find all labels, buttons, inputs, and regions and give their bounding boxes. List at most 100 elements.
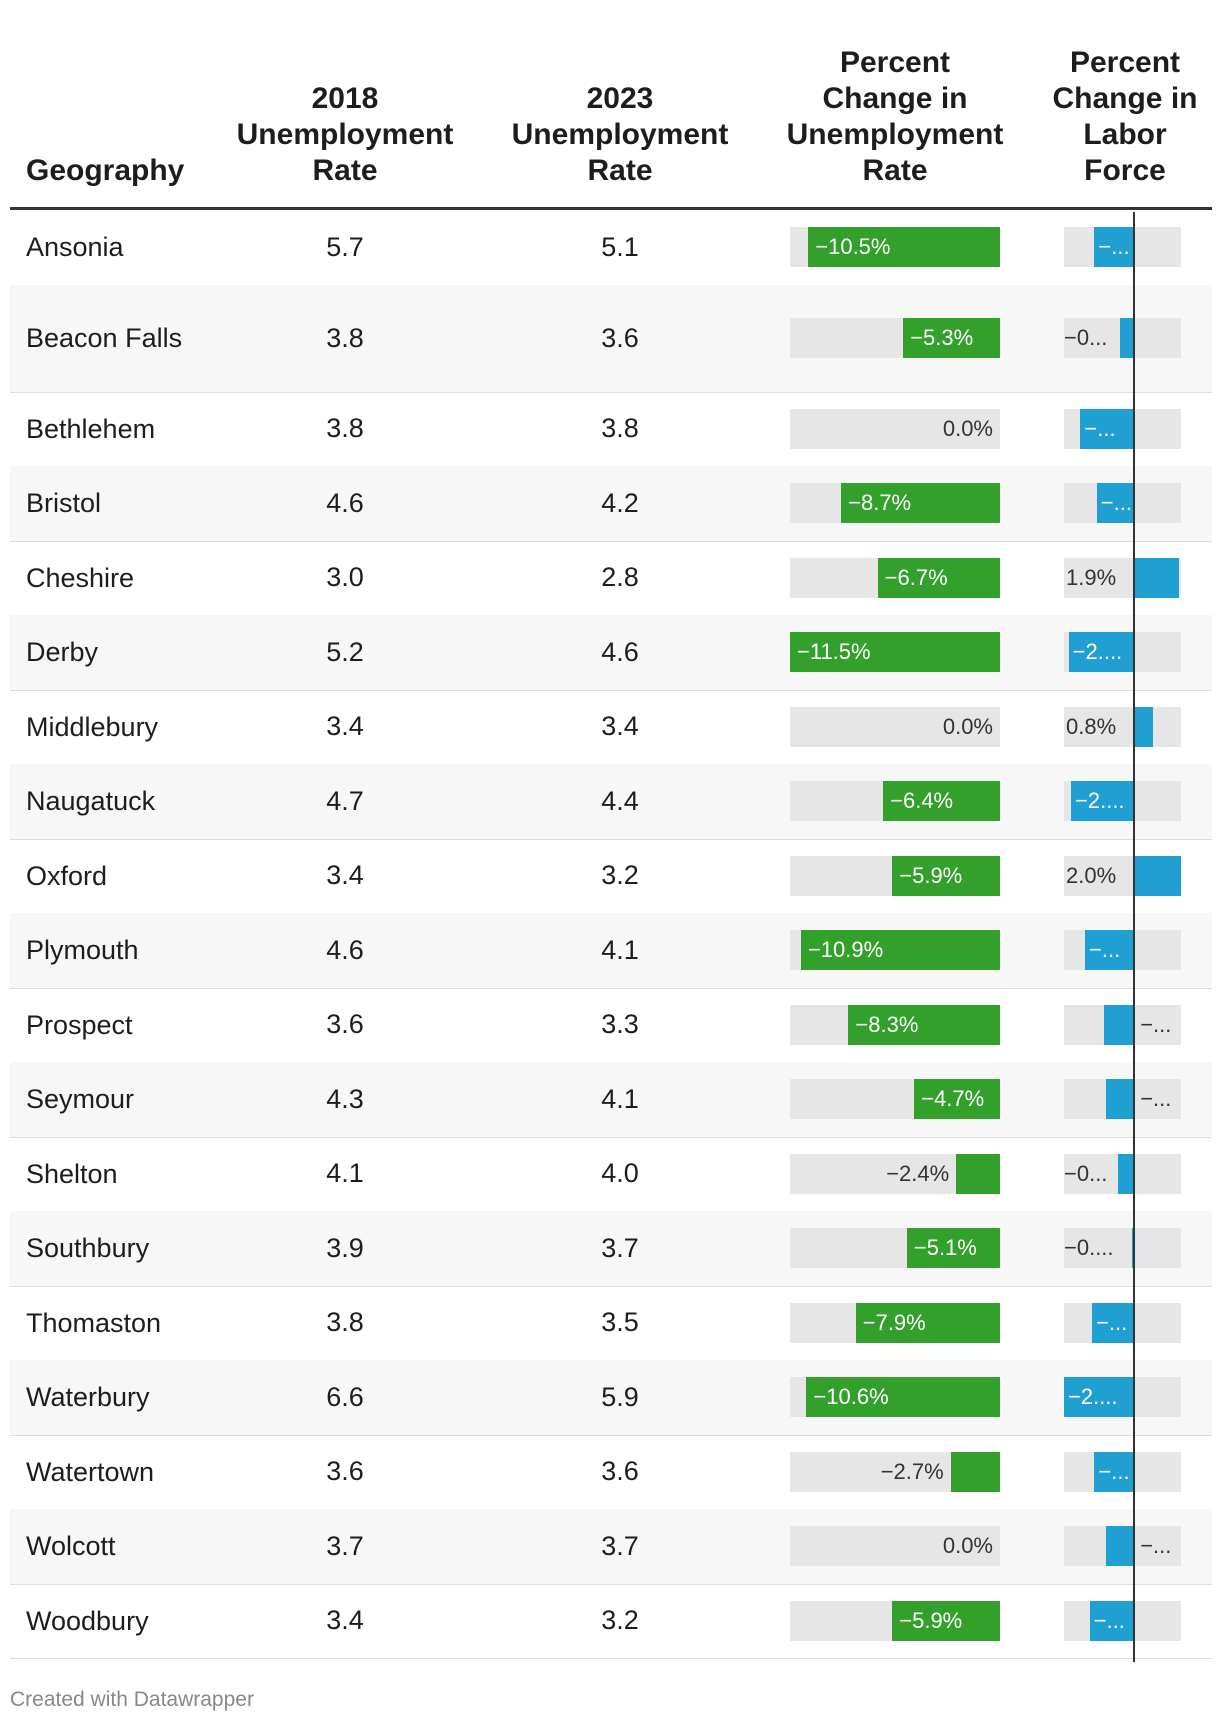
header-geography[interactable]: Geography xyxy=(26,154,185,187)
labor-force-change-label: −... xyxy=(1100,490,1132,516)
geography-name: Wolcott xyxy=(26,1531,116,1562)
geography-name: Middlebury xyxy=(26,711,159,742)
unemployment-change-label: −2.7% xyxy=(880,1458,944,1484)
table-row: Oxford 3.4 3.2 −5.9% 2.0% xyxy=(10,839,1212,914)
rate-2018-value: 4.6 xyxy=(326,934,364,965)
table-row: Middlebury 3.4 3.4 0.0% 0.8% xyxy=(10,690,1212,765)
unemployment-change-label: 0.0% xyxy=(942,415,993,441)
rate-2023-value: 2.8 xyxy=(601,562,639,593)
unemployment-change-bar-track: 0.0% xyxy=(790,408,1000,449)
table-row: Southbury 3.9 3.7 −5.1% −0.... xyxy=(10,1211,1212,1287)
labor-force-change-bar xyxy=(1096,483,1135,524)
unemployment-change-bar xyxy=(848,1004,1000,1045)
labor-force-change-bar xyxy=(1117,1153,1135,1194)
unemployment-change-bar xyxy=(906,1228,1000,1269)
table-row: Plymouth 4.6 4.1 −10.9% −... xyxy=(10,913,1212,989)
unemployment-change-label: −8.7% xyxy=(848,490,912,516)
rate-2018-value: 3.4 xyxy=(326,711,364,742)
unemployment-change-label: −5.1% xyxy=(913,1235,977,1261)
labor-force-change-bar xyxy=(1089,1600,1135,1641)
rate-2018-value: 6.6 xyxy=(326,1381,364,1412)
rate-2023-value: 3.8 xyxy=(601,413,639,444)
geography-name: Bristol xyxy=(26,488,102,519)
header-rate-2023[interactable]: 2023 Unemployment Rate xyxy=(511,82,729,187)
unemployment-change-label: −10.6% xyxy=(813,1384,889,1410)
rate-2018-value: 4.3 xyxy=(326,1083,364,1114)
labor-force-change-bar xyxy=(1064,1377,1135,1418)
labor-force-change-bar xyxy=(1085,930,1135,971)
labor-force-change-bar xyxy=(1106,1526,1135,1567)
geography-name: Woodbury xyxy=(26,1605,149,1636)
table-row: Wolcott 3.7 3.7 0.0% −... xyxy=(10,1509,1212,1585)
unemployment-change-label: −4.7% xyxy=(921,1086,985,1112)
unemployment-change-bar-track: −7.9% xyxy=(790,1302,1000,1343)
labor-force-change-label: −2.... xyxy=(1075,788,1125,814)
rate-2023-value: 4.1 xyxy=(601,934,639,965)
unemployment-change-bar-track: −5.3% xyxy=(790,318,1000,358)
rate-2018-value: 4.1 xyxy=(326,1158,364,1189)
unemployment-change-bar-track: −8.7% xyxy=(790,483,1000,524)
unemployment-change-bar-track: −8.3% xyxy=(790,1004,1000,1045)
unemployment-change-bar-track: −2.7% xyxy=(790,1451,1000,1492)
rate-2023-value: 5.1 xyxy=(601,231,639,262)
labor-force-change-bar-track: −2.... xyxy=(1064,632,1181,673)
unemployment-change-bar xyxy=(903,318,1000,358)
labor-force-change-bar-track: −0... xyxy=(1064,318,1181,358)
labor-force-change-label: −... xyxy=(1089,937,1121,963)
labor-force-change-label: −... xyxy=(1140,1533,1172,1559)
rate-2018-value: 5.2 xyxy=(326,636,364,667)
labor-force-change-bar-track: −0.... xyxy=(1064,1228,1181,1269)
unemployment-change-label: −7.9% xyxy=(862,1309,926,1335)
table-row: Derby 5.2 4.6 −11.5% −2.... xyxy=(10,615,1212,691)
rate-2023-value: 5.9 xyxy=(601,1381,639,1412)
labor-force-change-label: −... xyxy=(1098,234,1130,260)
labor-force-zero-line xyxy=(1133,212,1136,1662)
header-pct-change-labor-force[interactable]: Percent Change in Labor Force xyxy=(1052,46,1198,187)
table-row: Beacon Falls 3.8 3.6 −5.3% −0... xyxy=(10,284,1212,393)
geography-name: Naugatuck xyxy=(26,786,156,817)
unemployment-change-label: −5.9% xyxy=(899,862,963,888)
unemployment-change-bar xyxy=(883,781,1000,822)
unemployment-change-bar xyxy=(914,1079,1000,1120)
rate-2018-value: 4.7 xyxy=(326,785,364,816)
geography-name: Thomaston xyxy=(26,1307,162,1338)
unemployment-change-bar-track: −6.7% xyxy=(790,557,1000,598)
labor-force-change-bar xyxy=(1094,1451,1135,1492)
unemployment-change-label: −11.5% xyxy=(797,639,871,665)
rate-2018-value: 3.0 xyxy=(326,562,364,593)
table-row: Bristol 4.6 4.2 −8.7% −... xyxy=(10,466,1212,542)
unemployment-change-bar xyxy=(892,1600,1000,1641)
labor-force-change-bar-track: −... xyxy=(1064,1302,1181,1343)
geography-name: Southbury xyxy=(26,1233,150,1264)
unemployment-change-bar xyxy=(956,1153,1000,1194)
datawrapper-credit[interactable]: Created with Datawrapper xyxy=(10,1688,254,1711)
header-rate-2018[interactable]: 2018 Unemployment Rate xyxy=(236,82,454,187)
rate-2018-value: 3.8 xyxy=(326,413,364,444)
unemployment-change-bar xyxy=(808,227,1000,268)
table-row: Prospect 3.6 3.3 −8.3% −... xyxy=(10,988,1212,1063)
labor-force-change-label: 0.8% xyxy=(1066,713,1117,739)
labor-force-change-bar xyxy=(1106,1079,1135,1120)
geography-name: Seymour xyxy=(26,1084,135,1115)
unemployment-change-bar-track: −10.9% xyxy=(790,930,1000,971)
labor-force-change-bar xyxy=(1103,1004,1135,1045)
geography-name: Plymouth xyxy=(26,935,139,966)
unemployment-change-bar xyxy=(855,1302,1000,1343)
labor-force-change-bar xyxy=(1134,855,1181,896)
table-row: Seymour 4.3 4.1 −4.7% −... xyxy=(10,1062,1212,1138)
geography-name: Bethlehem xyxy=(26,413,156,444)
labor-force-change-label: −2.... xyxy=(1068,1384,1118,1410)
table-row: Shelton 4.1 4.0 −2.4% −0... xyxy=(10,1137,1212,1212)
unemployment-change-label: −10.5% xyxy=(815,234,891,260)
labor-force-change-bar xyxy=(1071,781,1135,822)
rate-2023-value: 4.1 xyxy=(601,1083,639,1114)
labor-force-change-label: −... xyxy=(1096,1309,1128,1335)
geography-name: Shelton xyxy=(26,1158,118,1189)
labor-force-change-bar-track: −... xyxy=(1064,408,1181,449)
labor-force-change-bar xyxy=(1131,1228,1135,1269)
rate-2023-value: 4.2 xyxy=(601,487,639,518)
rate-2018-value: 3.4 xyxy=(326,1605,364,1636)
header-pct-change-unemployment[interactable]: Percent Change in Unemployment Rate xyxy=(786,46,1004,187)
labor-force-change-bar-track: −0... xyxy=(1064,1153,1181,1194)
labor-force-change-bar-track: −... xyxy=(1064,1079,1181,1120)
